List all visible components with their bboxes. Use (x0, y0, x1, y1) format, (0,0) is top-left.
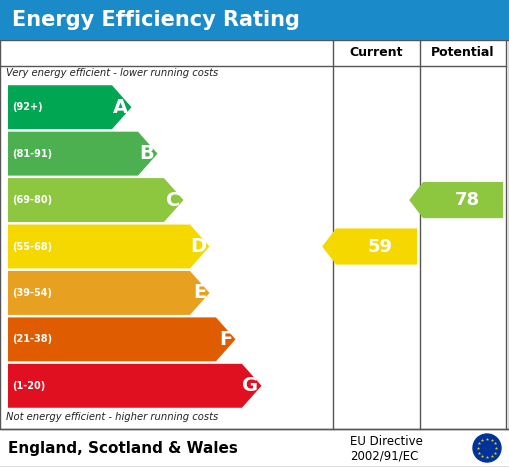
Text: (69-80): (69-80) (12, 195, 52, 205)
Bar (0, 0, 509, 40)
Text: (39-54): (39-54) (12, 288, 52, 298)
Polygon shape (8, 318, 236, 361)
Text: (92+): (92+) (12, 102, 43, 112)
Polygon shape (8, 271, 210, 315)
Text: G: G (242, 376, 259, 395)
Text: Not energy efficient - higher running costs: Not energy efficient - higher running co… (6, 412, 218, 422)
Text: B: B (140, 144, 155, 163)
Text: A: A (114, 98, 128, 117)
Text: Energy Efficiency Rating: Energy Efficiency Rating (12, 10, 300, 30)
Text: (21-38): (21-38) (12, 334, 52, 344)
Text: E: E (193, 283, 207, 303)
Polygon shape (8, 178, 184, 222)
Polygon shape (8, 225, 210, 269)
Circle shape (473, 434, 501, 462)
Text: 59: 59 (368, 238, 393, 255)
Text: D: D (190, 237, 207, 256)
Bar (0, 40, 509, 429)
Bar (0, 429, 509, 467)
Text: Current: Current (350, 47, 403, 59)
Text: Potential: Potential (431, 47, 495, 59)
Text: England, Scotland & Wales: England, Scotland & Wales (8, 440, 238, 455)
Polygon shape (8, 85, 131, 129)
Text: Very energy efficient - lower running costs: Very energy efficient - lower running co… (6, 68, 218, 78)
Polygon shape (8, 132, 157, 176)
Text: (55-68): (55-68) (12, 241, 52, 252)
Text: (1-20): (1-20) (12, 381, 45, 391)
Text: EU Directive: EU Directive (350, 435, 423, 448)
Polygon shape (409, 182, 503, 218)
Polygon shape (322, 228, 417, 265)
Text: F: F (219, 330, 233, 349)
Text: C: C (166, 191, 181, 210)
Text: (81-91): (81-91) (12, 149, 52, 159)
Bar (0, 40, 509, 429)
Text: 78: 78 (455, 191, 479, 209)
Polygon shape (8, 364, 262, 408)
Text: 2002/91/EC: 2002/91/EC (350, 450, 418, 463)
